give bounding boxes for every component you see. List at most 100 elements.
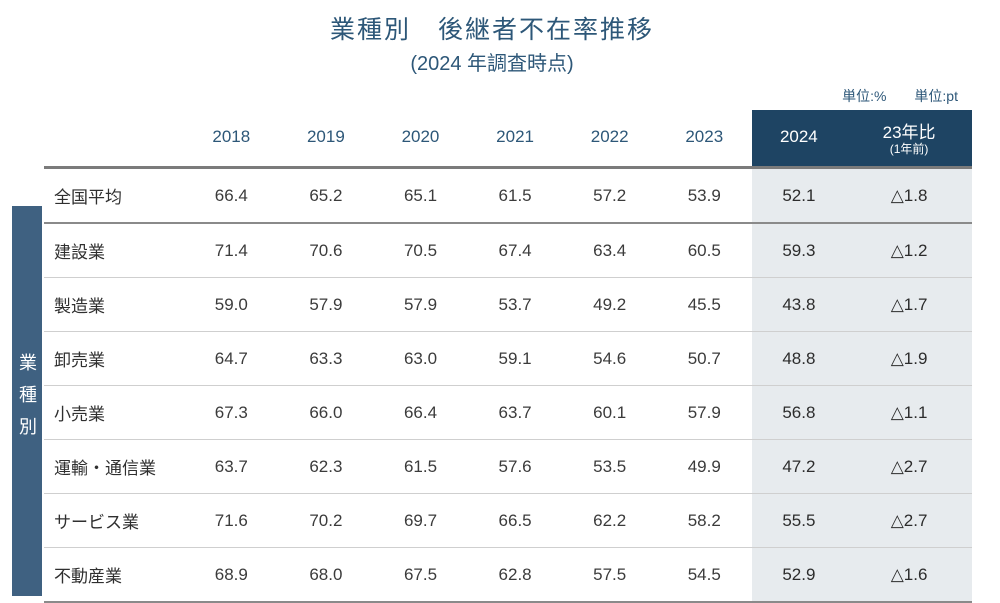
cell-value: 69.7 xyxy=(373,494,468,548)
row-label: 不動産業 xyxy=(44,548,184,603)
cell-value: 54.6 xyxy=(562,332,657,386)
cell-value: 71.6 xyxy=(184,494,279,548)
cell-value: 57.9 xyxy=(657,386,752,440)
cell-value: 53.5 xyxy=(562,440,657,494)
cell-value: 68.0 xyxy=(279,548,374,603)
cell-value: 57.9 xyxy=(373,278,468,332)
cell-value: 70.2 xyxy=(279,494,374,548)
cell-value: 50.7 xyxy=(657,332,752,386)
cell-value: 61.5 xyxy=(373,440,468,494)
cell-diff: △2.7 xyxy=(846,440,972,494)
cell-2024: 52.1 xyxy=(752,168,847,224)
col-header-2024: 2024 xyxy=(752,110,847,168)
table-row: 卸売業64.763.363.059.154.650.748.8△1.9 xyxy=(44,332,972,386)
cell-value: 57.9 xyxy=(279,278,374,332)
page-root: 業種別 後継者不在率推移 (2024 年調査時点) 単位:% 単位:pt 業種別… xyxy=(0,0,1000,603)
table-row: 製造業59.057.957.953.749.245.543.8△1.7 xyxy=(44,278,972,332)
cell-value: 62.3 xyxy=(279,440,374,494)
col-header-year: 2022 xyxy=(562,110,657,168)
cell-value: 66.5 xyxy=(468,494,563,548)
cell-2024: 55.5 xyxy=(752,494,847,548)
cell-2024: 59.3 xyxy=(752,223,847,278)
table-row: サービス業71.670.269.766.562.258.255.5△2.7 xyxy=(44,494,972,548)
table-wrap: 201820192020202120222023202423年比(1年前) 全国… xyxy=(44,110,972,603)
col-header-blank xyxy=(44,110,184,168)
row-label: サービス業 xyxy=(44,494,184,548)
row-label: 運輸・通信業 xyxy=(44,440,184,494)
cell-value: 61.5 xyxy=(468,168,563,224)
unit-point: 単位:pt xyxy=(914,86,958,106)
cell-value: 66.4 xyxy=(373,386,468,440)
page-title: 業種別 後継者不在率推移 xyxy=(12,10,972,46)
unit-percent: 単位:% xyxy=(842,86,886,106)
cell-2024: 48.8 xyxy=(752,332,847,386)
cell-value: 63.7 xyxy=(184,440,279,494)
cell-value: 68.9 xyxy=(184,548,279,603)
col-header-year: 2018 xyxy=(184,110,279,168)
cell-value: 70.6 xyxy=(279,223,374,278)
cell-diff: △1.2 xyxy=(846,223,972,278)
table-row: 運輸・通信業63.762.361.557.653.549.947.2△2.7 xyxy=(44,440,972,494)
side-label: 業種別 xyxy=(12,206,42,596)
cell-diff: △1.1 xyxy=(846,386,972,440)
cell-2024: 52.9 xyxy=(752,548,847,603)
cell-value: 62.2 xyxy=(562,494,657,548)
cell-diff: △2.7 xyxy=(846,494,972,548)
row-label: 全国平均 xyxy=(44,168,184,224)
cell-value: 57.2 xyxy=(562,168,657,224)
cell-value: 63.0 xyxy=(373,332,468,386)
table-row: 小売業67.366.066.463.760.157.956.8△1.1 xyxy=(44,386,972,440)
cell-value: 49.2 xyxy=(562,278,657,332)
data-table: 201820192020202120222023202423年比(1年前) 全国… xyxy=(44,110,972,603)
cell-value: 65.2 xyxy=(279,168,374,224)
row-label: 建設業 xyxy=(44,223,184,278)
col-header-diff: 23年比(1年前) xyxy=(846,110,972,168)
cell-value: 59.1 xyxy=(468,332,563,386)
cell-value: 53.9 xyxy=(657,168,752,224)
cell-value: 53.7 xyxy=(468,278,563,332)
cell-diff: △1.6 xyxy=(846,548,972,603)
cell-value: 49.9 xyxy=(657,440,752,494)
page-subtitle: (2024 年調査時点) xyxy=(12,47,972,76)
cell-value: 66.4 xyxy=(184,168,279,224)
col-header-year: 2019 xyxy=(279,110,374,168)
cell-2024: 56.8 xyxy=(752,386,847,440)
row-label: 製造業 xyxy=(44,278,184,332)
cell-value: 58.2 xyxy=(657,494,752,548)
cell-value: 71.4 xyxy=(184,223,279,278)
cell-value: 57.5 xyxy=(562,548,657,603)
row-label: 卸売業 xyxy=(44,332,184,386)
cell-value: 45.5 xyxy=(657,278,752,332)
cell-value: 67.5 xyxy=(373,548,468,603)
cell-diff: △1.7 xyxy=(846,278,972,332)
cell-value: 67.3 xyxy=(184,386,279,440)
col-header-year: 2023 xyxy=(657,110,752,168)
cell-diff: △1.8 xyxy=(846,168,972,224)
cell-value: 63.7 xyxy=(468,386,563,440)
cell-2024: 47.2 xyxy=(752,440,847,494)
table-head: 201820192020202120222023202423年比(1年前) xyxy=(44,110,972,168)
title-block: 業種別 後継者不在率推移 (2024 年調査時点) xyxy=(12,10,972,76)
cell-value: 59.0 xyxy=(184,278,279,332)
table-row: 建設業71.470.670.567.463.460.559.3△1.2 xyxy=(44,223,972,278)
cell-value: 65.1 xyxy=(373,168,468,224)
cell-value: 66.0 xyxy=(279,386,374,440)
cell-diff: △1.9 xyxy=(846,332,972,386)
units-row: 単位:% 単位:pt xyxy=(12,86,972,106)
cell-2024: 43.8 xyxy=(752,278,847,332)
cell-value: 63.3 xyxy=(279,332,374,386)
cell-value: 60.1 xyxy=(562,386,657,440)
cell-value: 67.4 xyxy=(468,223,563,278)
cell-value: 54.5 xyxy=(657,548,752,603)
cell-value: 62.8 xyxy=(468,548,563,603)
table-row: 全国平均66.465.265.161.557.253.952.1△1.8 xyxy=(44,168,972,224)
content-row: 業種別 201820192020202120222023202423年比(1年前… xyxy=(12,110,972,603)
cell-value: 64.7 xyxy=(184,332,279,386)
col-header-year: 2020 xyxy=(373,110,468,168)
row-label: 小売業 xyxy=(44,386,184,440)
cell-value: 63.4 xyxy=(562,223,657,278)
cell-value: 60.5 xyxy=(657,223,752,278)
table-body: 全国平均66.465.265.161.557.253.952.1△1.8建設業7… xyxy=(44,168,972,603)
cell-value: 70.5 xyxy=(373,223,468,278)
table-row: 不動産業68.968.067.562.857.554.552.9△1.6 xyxy=(44,548,972,603)
